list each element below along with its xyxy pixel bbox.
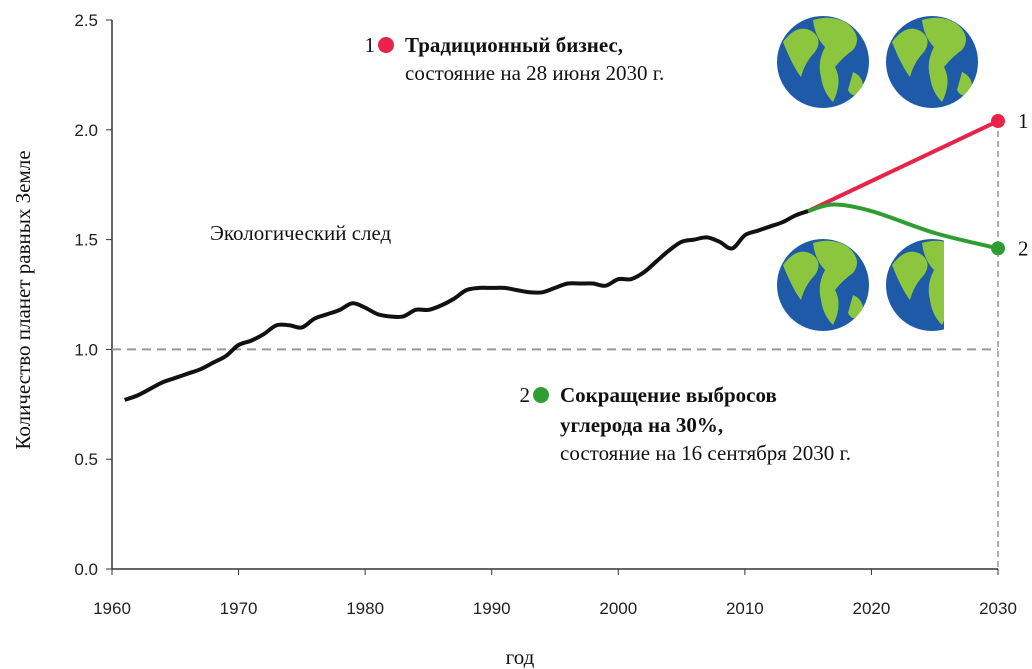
end-point — [991, 114, 1005, 129]
annotation-dot — [378, 37, 394, 53]
y-tick-label: 1.0 — [74, 340, 98, 359]
y-tick-label: 1.5 — [74, 231, 98, 250]
y-tick-label: 2.5 — [74, 11, 98, 30]
globes — [777, 16, 978, 331]
x-tick-label: 1960 — [93, 599, 131, 618]
x-tick-label: 2030 — [979, 599, 1017, 618]
x-tick-label: 2010 — [726, 599, 764, 618]
series-line — [807, 119, 999, 213]
end-point — [991, 241, 1005, 256]
y-tick-label: 2.0 — [74, 121, 98, 140]
annotation-number: 2 — [520, 383, 531, 407]
annotation-title: Сокращение выбросов — [560, 383, 777, 407]
y-axis-label: Количество планет равных Земле — [11, 150, 35, 449]
annotation-note: состояние на 16 сентября 2030 г. — [560, 441, 851, 465]
x-tick-label: 2000 — [599, 599, 637, 618]
x-tick-label: 1970 — [220, 599, 258, 618]
y-tick-label: 0.5 — [74, 450, 98, 469]
annotation-title: Традиционный бизнес, — [405, 33, 623, 57]
series-line — [124, 209, 809, 402]
x-tick-label: 2020 — [853, 599, 891, 618]
x-axis-label: год — [506, 645, 535, 669]
annotation-number: 1 — [365, 33, 376, 57]
x-tick-label: 1980 — [346, 599, 384, 618]
annotation-title: углерода на 30%, — [560, 413, 723, 437]
end-label: 1 — [1018, 109, 1029, 133]
y-tick-label: 0.0 — [74, 560, 98, 579]
annotation-note: состояние на 28 июня 2030 г. — [405, 61, 664, 85]
series-label: Экологический след — [210, 221, 392, 245]
annotation-dot — [533, 387, 549, 403]
series-line — [807, 202, 999, 251]
x-tick-label: 1990 — [473, 599, 511, 618]
end-label: 2 — [1018, 236, 1029, 260]
